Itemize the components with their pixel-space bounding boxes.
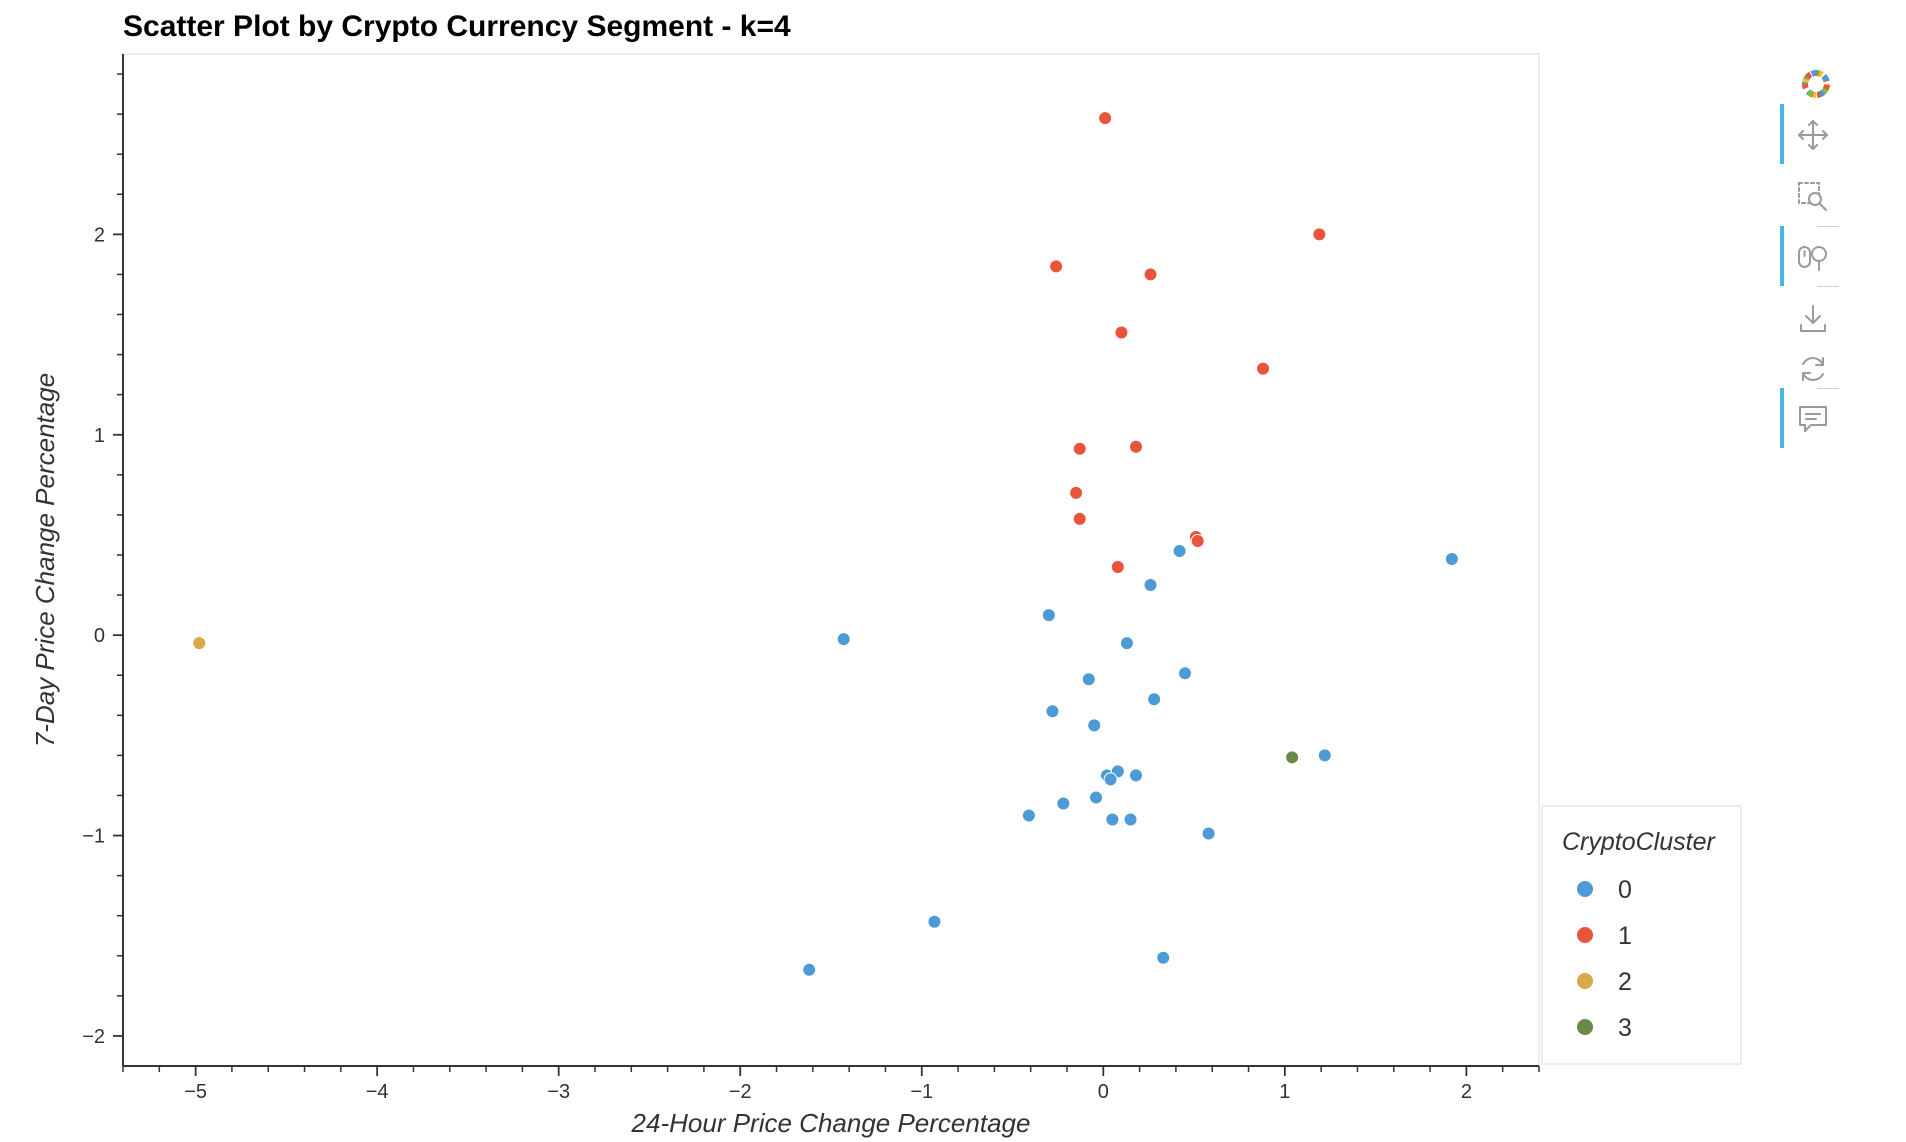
data-point-cluster-0[interactable]: [1119, 636, 1134, 651]
box-zoom-icon: [1798, 182, 1827, 211]
x-axis: −5 −4 −3 −2 −1 0 1 2: [122, 1065, 1540, 1103]
wheel-zoom-tool[interactable]: [1770, 226, 1850, 286]
save-tool[interactable]: [1770, 288, 1850, 348]
data-point-cluster-1[interactable]: [1110, 560, 1125, 575]
legend-label: 1: [1618, 922, 1632, 950]
x-tick-label: −5: [184, 1081, 207, 1103]
legend-marker: [1577, 881, 1593, 897]
logo-icon: [1802, 70, 1830, 98]
x-tick-label: −1: [910, 1081, 933, 1103]
data-point-cluster-0[interactable]: [1056, 796, 1071, 811]
y-tick-label: −2: [82, 1026, 105, 1048]
data-point-cluster-0[interactable]: [836, 632, 851, 647]
legend-label: 3: [1618, 1014, 1632, 1042]
hover-icon: [1799, 406, 1827, 432]
data-point-cluster-0[interactable]: [1021, 808, 1036, 823]
data-point-cluster-2[interactable]: [192, 636, 207, 651]
plot-frame: [122, 53, 1540, 1067]
data-point-cluster-1[interactable]: [1114, 325, 1129, 340]
data-point-cluster-1[interactable]: [1312, 227, 1327, 242]
legend-title: CryptoCluster: [1562, 828, 1716, 856]
data-point-cluster-1[interactable]: [1190, 533, 1205, 548]
data-point-cluster-0[interactable]: [1128, 768, 1143, 783]
chart-title: Scatter Plot by Crypto Currency Segment …: [123, 10, 791, 43]
toolbar: [1770, 50, 1850, 480]
box-zoom-tool[interactable]: [1770, 166, 1850, 226]
reset-icon: [1802, 357, 1824, 381]
hover-tool[interactable]: [1770, 388, 1850, 448]
data-point-cluster-0[interactable]: [1147, 692, 1162, 707]
data-point-cluster-1[interactable]: [1143, 267, 1158, 282]
data-point-cluster-0[interactable]: [802, 962, 817, 977]
toolbar-separator: [1817, 286, 1839, 287]
x-tick-label: 1: [1279, 1081, 1290, 1103]
data-point-cluster-1[interactable]: [1049, 259, 1064, 274]
hover-tool-active-indicator: [1780, 388, 1784, 448]
y-tick-label: 1: [94, 425, 105, 447]
data-point-cluster-3[interactable]: [1285, 750, 1300, 765]
y-tick-label: 0: [94, 625, 105, 647]
wheel-zoom-icon: [1798, 246, 1827, 271]
legend-marker: [1577, 1019, 1593, 1035]
save-icon: [1800, 305, 1826, 332]
legend-label: 2: [1618, 968, 1632, 996]
legend-marker: [1577, 927, 1593, 943]
data-point-cluster-0[interactable]: [1087, 718, 1102, 733]
bokeh-logo[interactable]: [1770, 50, 1850, 110]
data-point-cluster-0[interactable]: [927, 914, 942, 929]
x-tick-label: 0: [1098, 1081, 1109, 1103]
pan-tool-active-indicator: [1780, 104, 1784, 164]
x-tick-label: −4: [366, 1081, 389, 1103]
data-point-cluster-0[interactable]: [1172, 543, 1187, 558]
data-point-cluster-0[interactable]: [1103, 772, 1118, 787]
y-tick-label: −1: [82, 826, 105, 848]
legend: CryptoCluster 0 1 2 3: [1541, 805, 1742, 1065]
legend-label: 0: [1618, 876, 1632, 904]
y-axis: −2 −1 0 1 2: [82, 54, 124, 1066]
data-point-cluster-0[interactable]: [1123, 812, 1138, 827]
data-point-cluster-1[interactable]: [1069, 485, 1084, 500]
x-axis-label: 24-Hour Price Change Percentage: [631, 1108, 1031, 1138]
toolbar-separator: [1817, 388, 1839, 389]
y-tick-label: 2: [94, 224, 105, 246]
scatter-points: [192, 111, 1459, 977]
data-point-cluster-0[interactable]: [1081, 672, 1096, 687]
wheel-zoom-tool-active-indicator: [1780, 226, 1784, 286]
data-point-cluster-1[interactable]: [1072, 441, 1087, 456]
legend-box: [1541, 805, 1742, 1065]
y-axis-label: 7-Day Price Change Percentage: [30, 373, 60, 747]
data-point-cluster-1[interactable]: [1128, 439, 1143, 454]
data-point-cluster-0[interactable]: [1156, 950, 1171, 965]
data-point-cluster-0[interactable]: [1317, 748, 1332, 763]
data-point-cluster-0[interactable]: [1444, 551, 1459, 566]
data-point-cluster-0[interactable]: [1041, 608, 1056, 623]
data-point-cluster-1[interactable]: [1098, 111, 1113, 126]
data-point-cluster-0[interactable]: [1089, 790, 1104, 805]
x-tick-label: −3: [547, 1081, 570, 1103]
pan-tool[interactable]: [1770, 104, 1850, 164]
data-point-cluster-0[interactable]: [1178, 666, 1192, 681]
data-point-cluster-0[interactable]: [1143, 578, 1158, 593]
toolbar-separator: [1817, 226, 1839, 227]
data-point-cluster-1[interactable]: [1256, 361, 1271, 376]
x-tick-label: −2: [729, 1081, 752, 1103]
data-point-cluster-0[interactable]: [1045, 704, 1060, 719]
legend-marker: [1577, 973, 1593, 989]
x-tick-label: 2: [1461, 1081, 1472, 1103]
data-point-cluster-0[interactable]: [1105, 812, 1120, 827]
data-point-cluster-1[interactable]: [1072, 511, 1087, 526]
reset-tool[interactable]: [1770, 338, 1850, 398]
pan-icon: [1798, 120, 1828, 150]
data-point-cluster-0[interactable]: [1201, 826, 1216, 841]
